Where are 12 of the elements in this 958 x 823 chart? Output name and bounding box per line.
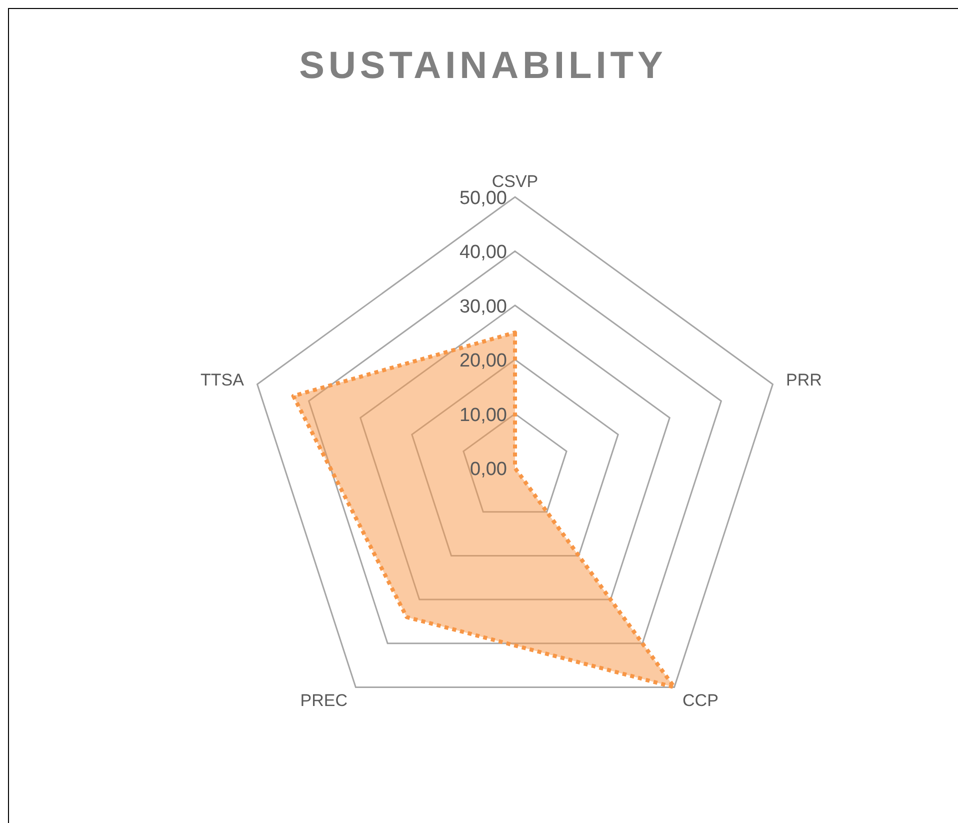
spoke-label: PRR [786, 370, 822, 390]
y-tick-label: 30,00 [459, 296, 507, 318]
y-tick-label: 50,00 [459, 188, 507, 209]
spoke-label: CSVP [492, 172, 538, 191]
spoke-label: PREC [300, 691, 348, 710]
chart-title: SUSTAINABILITY [299, 45, 667, 87]
y-tick-label: 0,00 [470, 459, 507, 480]
spoke-label: CCP [682, 691, 718, 710]
spoke-label: TTSA [200, 370, 245, 390]
y-tick-label: 40,00 [459, 242, 507, 264]
y-tick-label: 20,00 [459, 350, 507, 372]
y-tick-label: 10,00 [459, 404, 507, 426]
